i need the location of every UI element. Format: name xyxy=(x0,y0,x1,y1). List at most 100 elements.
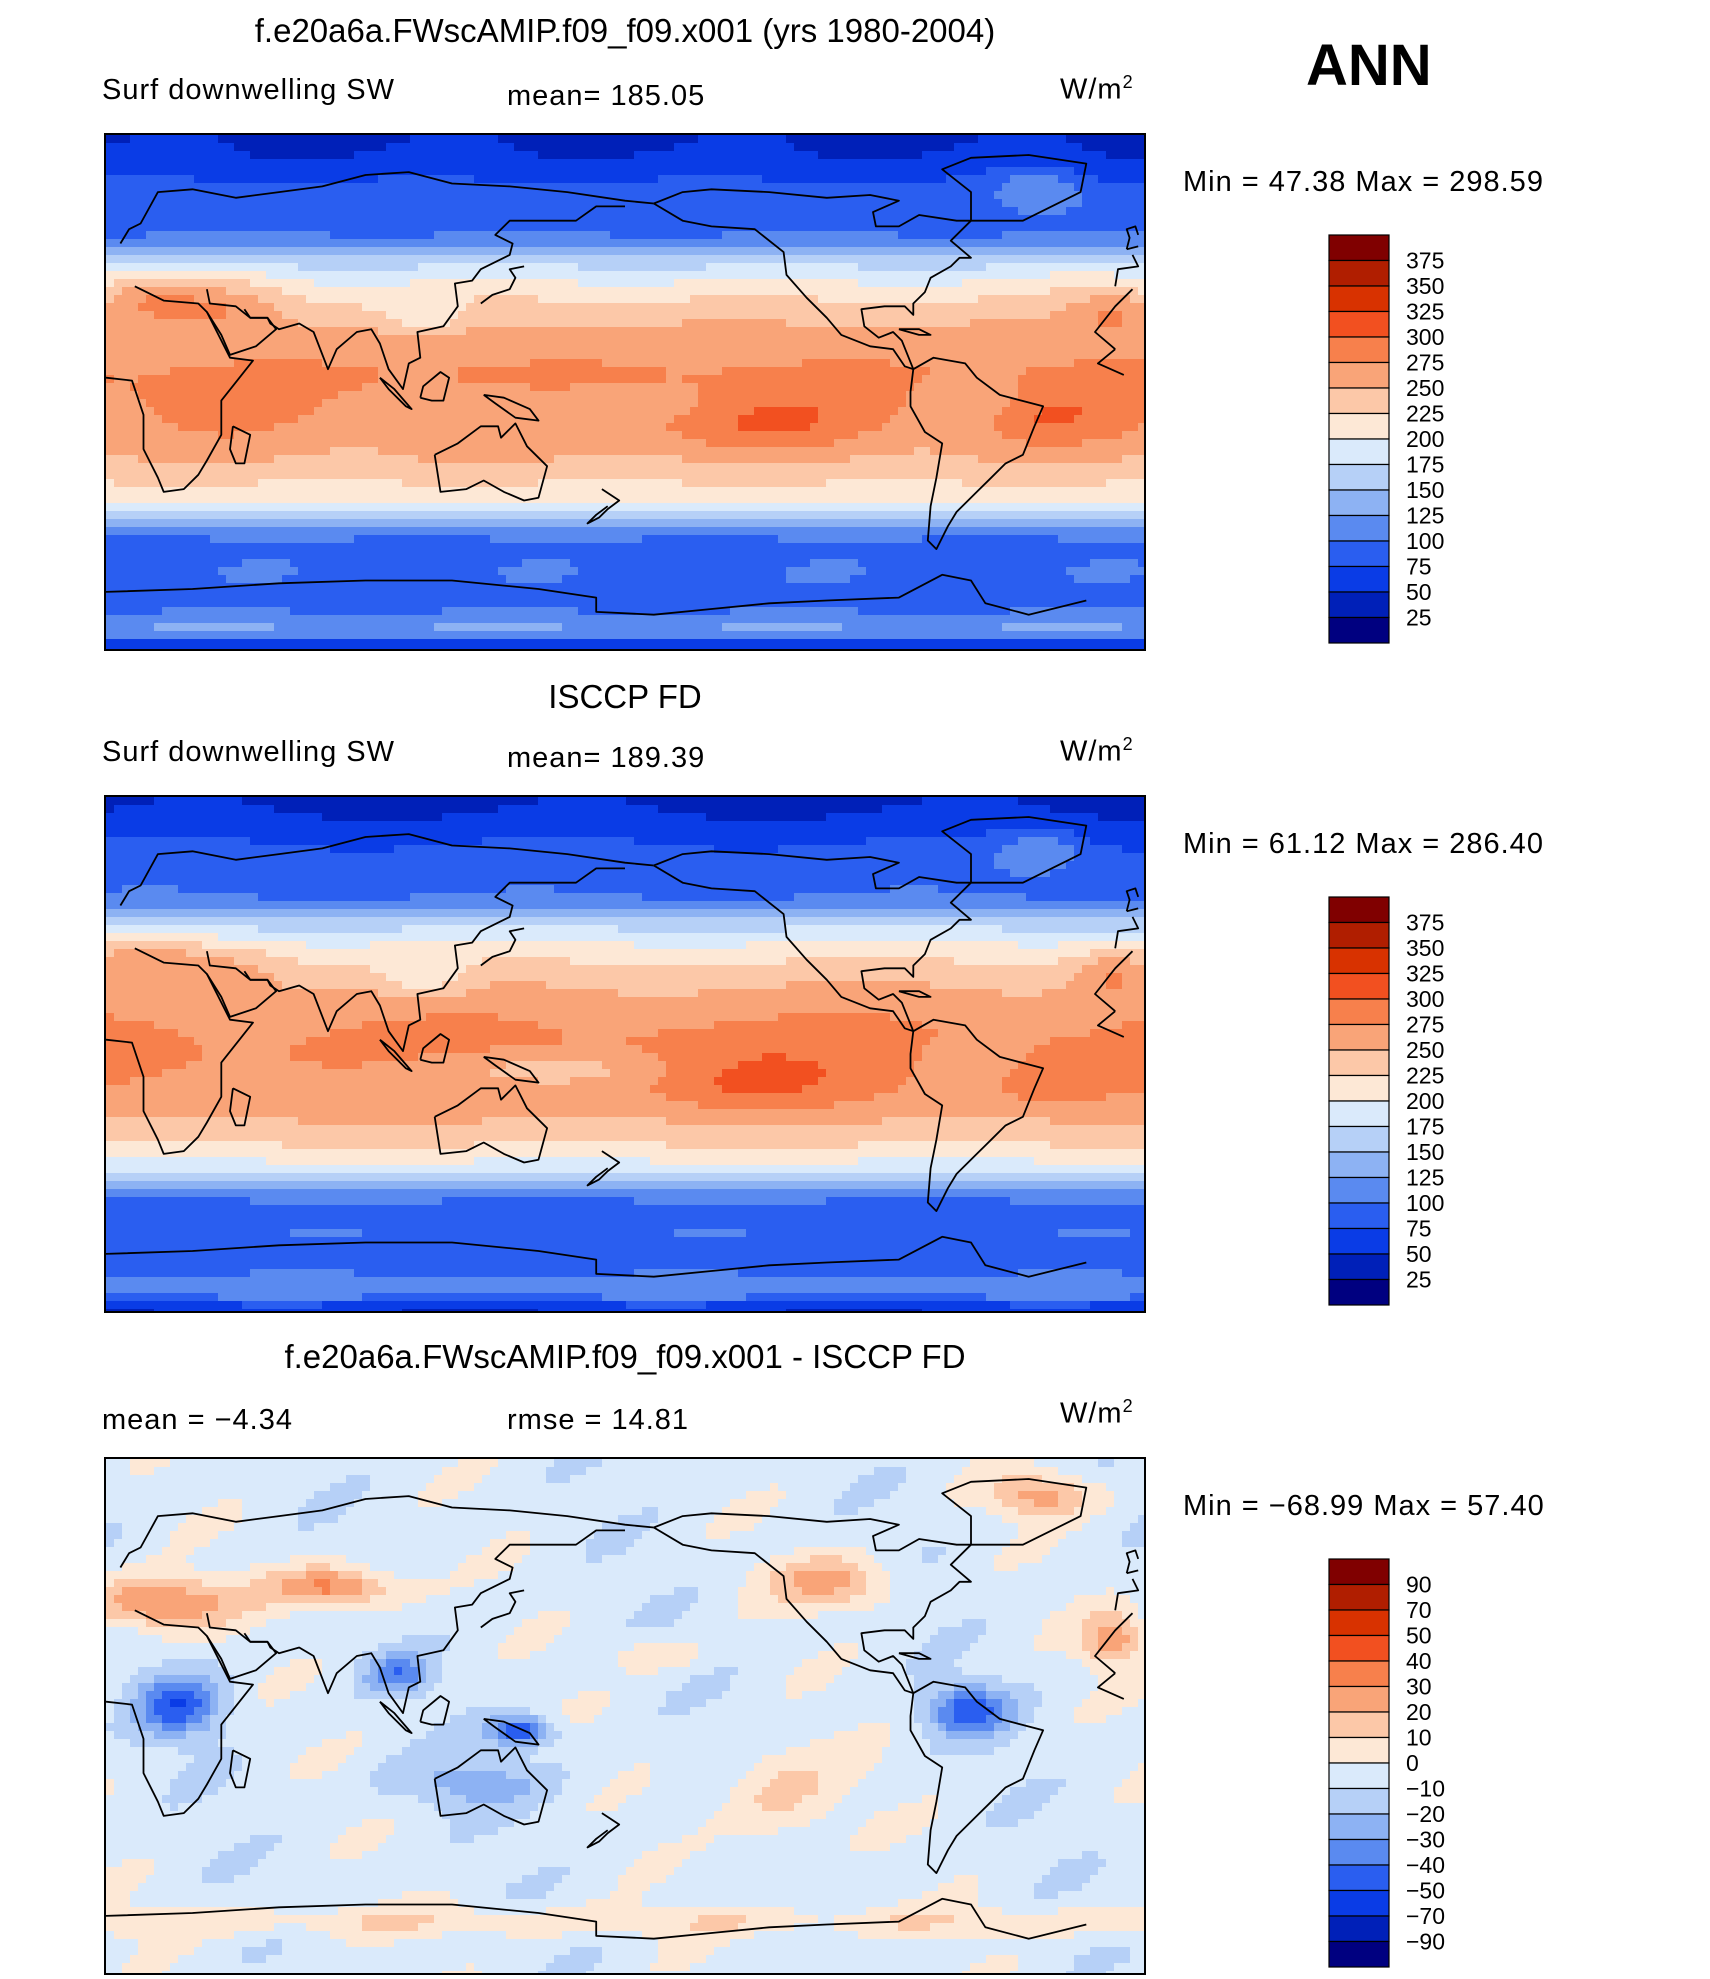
colorbar: 375 350 325 300 275 250 225 200 175 150 125 100 75 50… xyxy=(1328,234,1498,644)
colorbar-swatch xyxy=(1328,1787,1390,1815)
mean-label: mean = −4.34 xyxy=(102,1404,293,1437)
colorbar-tick-label: 300 xyxy=(1406,324,1444,350)
minmax-label: Min = 61.12 Max = 286.40 xyxy=(1183,828,1544,861)
colorbar-swatch xyxy=(1328,412,1390,440)
panel-title: f.e20a6a.FWscAMIP.f09_f09.x001 (yrs 1980… xyxy=(0,12,1250,50)
colorbar-tick-label: 40 xyxy=(1406,1648,1432,1674)
coastline xyxy=(106,947,1134,1155)
colorbar-tick-label: −50 xyxy=(1406,1878,1445,1904)
colorbar-tick-label: 25 xyxy=(1406,605,1432,631)
colorbar-swatch xyxy=(1328,1176,1390,1204)
colorbar-swatch xyxy=(1328,1660,1390,1688)
panel-title: ISCCP FD xyxy=(0,678,1250,716)
colorbar-swatch xyxy=(1328,540,1390,568)
colorbar-tick-label: 50 xyxy=(1406,1623,1432,1649)
colorbar-swatch xyxy=(1328,1253,1390,1281)
field-cells xyxy=(106,135,1144,649)
minmax-label: Min = −68.99 Max = 57.40 xyxy=(1183,1490,1545,1523)
colorbar-swatch xyxy=(1328,591,1390,619)
colorbar: 375 350 325 300 275 250 225 200 175 150 125 100 75 50… xyxy=(1328,896,1498,1306)
colorbar-swatch xyxy=(1328,1125,1390,1153)
field-cells xyxy=(106,797,1144,1311)
colorbar-tick-label: −20 xyxy=(1406,1801,1445,1827)
coastline xyxy=(106,285,1134,493)
colorbar-swatch xyxy=(1328,921,1390,949)
coastline xyxy=(106,1897,1087,1940)
colorbar-swatch xyxy=(1328,489,1390,517)
coastline xyxy=(119,171,1140,287)
colorbar-tick-label: 20 xyxy=(1406,1699,1432,1725)
colorbar-swatch xyxy=(1328,1889,1390,1917)
colorbar-swatch xyxy=(1328,438,1390,466)
coastline xyxy=(433,422,548,502)
variable-label: Surf downwelling SW xyxy=(102,736,395,769)
coastline xyxy=(206,1632,277,1680)
coastline xyxy=(941,154,1088,222)
coastline xyxy=(909,356,1044,550)
colorbar-tick-label: 350 xyxy=(1406,935,1444,961)
colorbar-tick-label: 75 xyxy=(1406,1216,1432,1242)
coastline xyxy=(379,1038,413,1072)
colorbar-tick-label: 375 xyxy=(1406,248,1444,274)
coastline xyxy=(106,1609,1134,1817)
colorbar-swatch xyxy=(1328,616,1390,644)
colorbar-tick-label: 175 xyxy=(1406,1114,1444,1140)
coastline xyxy=(229,1749,252,1789)
colorbar-swatch xyxy=(1328,1558,1390,1586)
colorbar-swatch xyxy=(1328,310,1390,338)
colorbar-tick-label: 30 xyxy=(1406,1674,1432,1700)
colorbar-swatch xyxy=(1328,1074,1390,1102)
colorbar-swatch xyxy=(1328,1838,1390,1866)
colorbar-swatch xyxy=(1328,1278,1390,1306)
colorbar-tick-label: 325 xyxy=(1406,299,1444,325)
colorbar-tick-label: −90 xyxy=(1406,1929,1445,1955)
colorbar-swatch xyxy=(1328,1813,1390,1841)
colorbar-tick-label: 250 xyxy=(1406,375,1444,401)
colorbar: 90 70 50 40 30 20 10 0 −10 −20 −30 −40 −50 −70 −90 xyxy=(1328,1558,1498,1968)
colorbar-tick-label: 100 xyxy=(1406,528,1444,554)
colorbar-tick-label: 200 xyxy=(1406,426,1444,452)
coastline xyxy=(419,1033,450,1064)
field-cells xyxy=(106,1459,1144,1973)
coastlines xyxy=(106,154,1140,616)
coastline xyxy=(941,1478,1088,1546)
colorbar-tick-label: 175 xyxy=(1406,452,1444,478)
coastline xyxy=(1125,887,1140,913)
coastline xyxy=(480,927,525,967)
coastline xyxy=(433,1084,548,1164)
colorbar-tick-label: 10 xyxy=(1406,1725,1432,1751)
map-plot xyxy=(104,1457,1146,1975)
colorbar-swatch xyxy=(1328,1023,1390,1051)
colorbar-swatch xyxy=(1328,1634,1390,1662)
colorbar-tick-label: 325 xyxy=(1406,961,1444,987)
coastline xyxy=(419,1695,450,1726)
coastline xyxy=(433,1746,548,1826)
coastline xyxy=(106,573,1087,616)
colorbar-swatch xyxy=(1328,1711,1390,1739)
colorbar-swatch xyxy=(1328,285,1390,313)
colorbar-tick-label: −40 xyxy=(1406,1852,1445,1878)
coastline xyxy=(653,850,972,1033)
colorbar-swatch xyxy=(1328,972,1390,1000)
colorbar-swatch xyxy=(1328,1583,1390,1611)
coastline xyxy=(480,265,525,305)
coastline xyxy=(206,970,277,1018)
coastline xyxy=(483,1056,540,1084)
colorbar-tick-label: 50 xyxy=(1406,579,1432,605)
colorbar-swatch xyxy=(1328,998,1390,1026)
coastline xyxy=(898,328,932,336)
colorbar-swatch xyxy=(1328,1202,1390,1230)
coastline xyxy=(898,1652,932,1660)
colorbar-swatch xyxy=(1328,1864,1390,1892)
coastline xyxy=(106,1235,1087,1278)
colorbar-swatch xyxy=(1328,947,1390,975)
colorbar-tick-label: 350 xyxy=(1406,273,1444,299)
colorbar-swatch xyxy=(1328,1685,1390,1713)
colorbar-tick-label: −70 xyxy=(1406,1903,1445,1929)
colorbar-tick-label: 90 xyxy=(1406,1572,1432,1598)
coastline xyxy=(480,1589,525,1629)
colorbar-tick-label: 125 xyxy=(1406,1165,1444,1191)
colorbar-tick-label: 25 xyxy=(1406,1267,1432,1293)
coastline xyxy=(586,488,621,525)
map-plot xyxy=(104,795,1146,1313)
